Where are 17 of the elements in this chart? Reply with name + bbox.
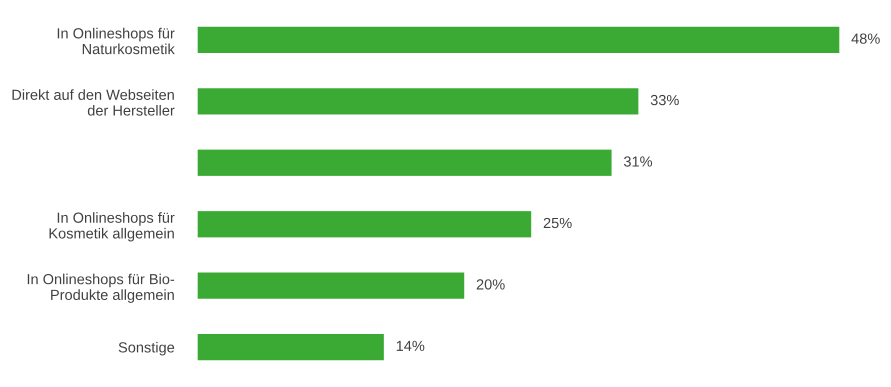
y-tick-label: In Onlineshops für Naturkosmetik: [58, 28, 175, 54]
data-label: 20%: [476, 279, 505, 290]
bar: [197, 86, 640, 116]
bar: [197, 25, 840, 54]
bar: [197, 332, 386, 362]
y-tick-label: Sonstige: [118, 342, 174, 356]
y-tick-label: In Onlineshops für Kosmetik allgemein: [50, 212, 175, 242]
data-label: 14%: [396, 340, 424, 351]
y-tick-label: Direkt auf den Webseiten der Hersteller: [12, 89, 175, 116]
y-tick-label: In Onlineshops für Bio- Produkte allgemein: [28, 274, 174, 303]
data-label: 31%: [624, 156, 652, 167]
bar: [197, 148, 613, 178]
bar: [197, 271, 466, 300]
data-label: 33%: [650, 94, 679, 106]
data-label: 25%: [544, 218, 572, 228]
bar: [197, 210, 533, 239]
data-label: 48%: [851, 33, 880, 44]
